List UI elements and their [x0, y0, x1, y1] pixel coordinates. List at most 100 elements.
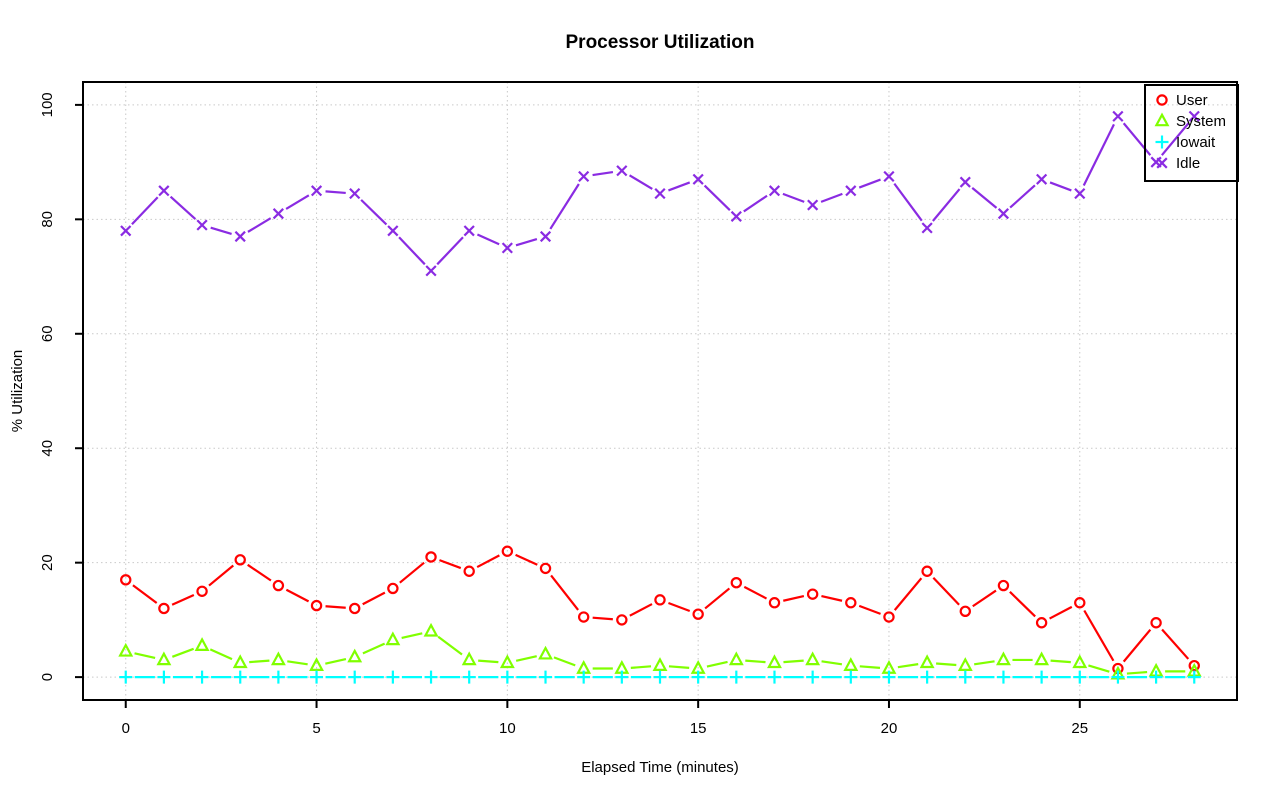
x-icon: [807, 199, 819, 211]
series-segment: [820, 192, 843, 203]
series-segment: [592, 616, 613, 621]
data-series: [118, 110, 1202, 684]
series-segment: [1082, 123, 1115, 187]
x-tick-label: 10: [499, 720, 516, 737]
x-icon: [654, 188, 666, 200]
y-tick-label: 20: [39, 554, 56, 571]
series-segment: [134, 652, 156, 660]
circle-icon: [921, 565, 933, 577]
series-segment: [401, 632, 423, 640]
series-segment: [550, 574, 579, 611]
series-segment: [515, 238, 538, 247]
circle-icon: [806, 588, 819, 600]
triangle-icon: [957, 657, 973, 671]
series-segment: [743, 194, 768, 213]
triangle-icon: [1072, 654, 1088, 669]
triangle-icon: [767, 654, 782, 669]
series-segment: [247, 563, 272, 582]
x-icon: [616, 165, 628, 177]
series-segment: [859, 665, 881, 669]
x-icon: [425, 265, 437, 277]
circle-icon: [158, 602, 170, 615]
x-icon: [310, 185, 323, 197]
series-segment: [171, 593, 195, 606]
series-segment: [703, 184, 731, 211]
circle-icon: [692, 608, 704, 620]
series-idle: [120, 110, 1200, 277]
x-icon: [272, 208, 284, 220]
circle-icon: [883, 611, 895, 623]
x-icon: [349, 188, 361, 200]
series-segment: [476, 554, 500, 569]
legend-label: Iowait: [1176, 134, 1216, 151]
series-segment: [858, 604, 881, 615]
series-segment: [478, 659, 499, 664]
series-segment: [515, 655, 537, 662]
triangle-icon: [843, 657, 859, 671]
series-segment: [974, 660, 995, 666]
series-segment: [893, 182, 923, 222]
x-tick-label: 20: [881, 720, 898, 737]
circle-icon: [501, 545, 514, 557]
series-segment: [169, 195, 197, 220]
series-segment: [592, 170, 614, 177]
series-segment: [629, 603, 653, 617]
series-system: [118, 622, 1202, 680]
x-icon: [883, 170, 895, 182]
series-segment: [858, 178, 881, 189]
circle-icon: [1035, 617, 1048, 629]
series-segment: [1049, 181, 1072, 192]
series-segment: [897, 663, 919, 669]
triangle-icon: [1154, 112, 1170, 127]
x-icon: [997, 208, 1010, 220]
legend-label: System: [1176, 113, 1226, 130]
series-segment: [668, 665, 690, 669]
circle-icon: [349, 602, 361, 615]
x-tick-label: 0: [122, 720, 130, 737]
series-iowait: [119, 670, 1201, 684]
series-segment: [1122, 628, 1152, 663]
triangle-icon: [194, 637, 210, 651]
legend-box: [1144, 84, 1239, 182]
x-icon: [921, 222, 933, 234]
x-icon: [692, 173, 704, 185]
circle-icon: [577, 611, 590, 623]
circle-icon: [1188, 659, 1200, 672]
circle-icon: [959, 605, 971, 618]
triangle-icon: [118, 642, 134, 657]
circle-icon: [310, 599, 323, 612]
triangle-icon: [538, 645, 553, 660]
series-segment: [1161, 122, 1190, 156]
series-segment: [821, 595, 843, 602]
series-segment: [1161, 628, 1190, 660]
circle-icon: [730, 576, 743, 589]
y-tick-label: 100: [39, 92, 56, 117]
x-tick-label: 25: [1071, 720, 1088, 737]
series-segment: [553, 656, 576, 667]
series-segment: [1049, 605, 1073, 620]
circle-icon: [616, 614, 628, 626]
series-segment: [362, 591, 386, 606]
series-segment: [1009, 591, 1036, 618]
x-icon: [845, 185, 857, 197]
series-segment: [745, 659, 766, 664]
series-segment: [743, 585, 768, 600]
triangle-icon: [499, 654, 515, 669]
circle-icon: [387, 582, 399, 595]
x-tick-label: 5: [312, 720, 320, 737]
series-segment: [704, 587, 731, 610]
series-segment: [325, 190, 346, 195]
x-icon: [234, 230, 246, 243]
x-icon: [959, 176, 971, 188]
series-segment: [362, 642, 386, 655]
gridlines: [83, 82, 1237, 700]
series-segment: [1122, 122, 1152, 156]
triangle-icon: [919, 654, 935, 669]
series-segment: [668, 601, 691, 613]
y-tick-label: 60: [39, 325, 56, 342]
series-segment: [247, 217, 272, 233]
x-icon: [387, 225, 399, 237]
circle-icon: [1156, 94, 1168, 106]
legend-label: User: [1176, 92, 1208, 109]
triangle-icon: [347, 648, 363, 663]
